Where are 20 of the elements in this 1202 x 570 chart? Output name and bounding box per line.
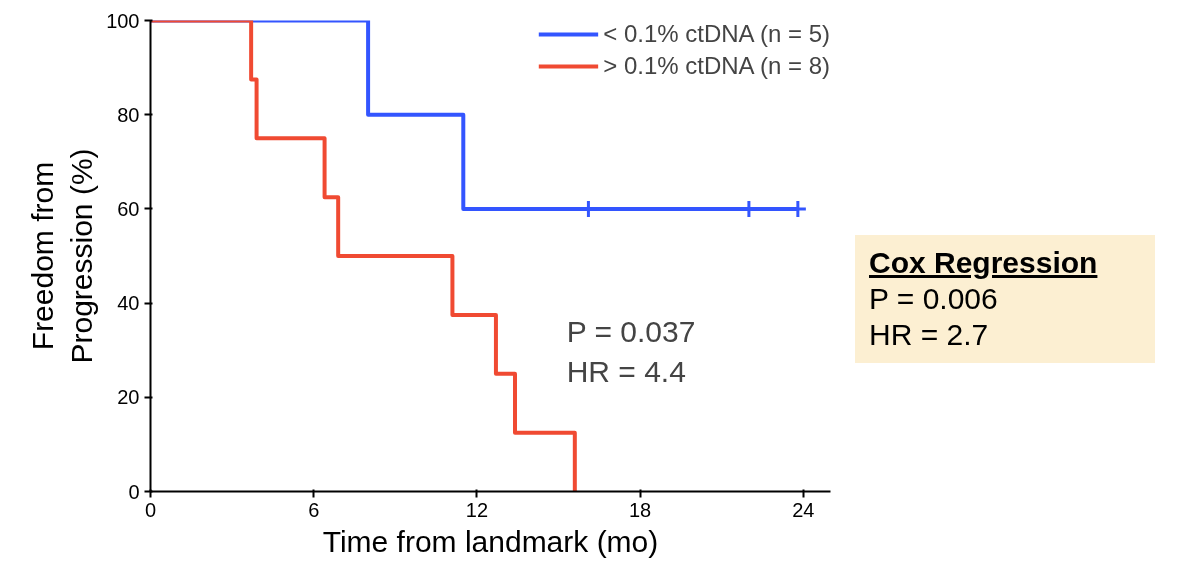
legend-label: < 0.1% ctDNA (n = 5) xyxy=(603,20,830,48)
annotation: P = 0.037 xyxy=(566,315,696,349)
x-tick-label: 18 xyxy=(628,498,652,521)
text: P = 0.006 xyxy=(869,281,999,317)
y-tick-label: 20 xyxy=(117,386,140,409)
x-tick-label: 6 xyxy=(308,498,320,521)
text: Cox Regression xyxy=(869,245,1099,281)
x-tick-label: 24 xyxy=(792,498,815,521)
text: HR = 2.7 xyxy=(869,317,990,353)
y-tick-label: 0 xyxy=(128,480,140,503)
y-tick-label: 40 xyxy=(117,292,140,315)
annotation: HR = 4.4 xyxy=(566,354,686,388)
x-axis-title: Time from landmark (mo) xyxy=(322,524,659,558)
y-tick-label: 100 xyxy=(106,9,140,32)
legend-label: > 0.1% ctDNA (n = 8) xyxy=(603,52,830,80)
y-tick-label: 60 xyxy=(117,197,140,220)
y-axis-title: Freedom from Progression (%) xyxy=(25,148,99,364)
x-tick-label: 0 xyxy=(144,498,157,521)
y-tick-label: 80 xyxy=(117,103,140,126)
x-tick-label: 12 xyxy=(465,498,489,521)
